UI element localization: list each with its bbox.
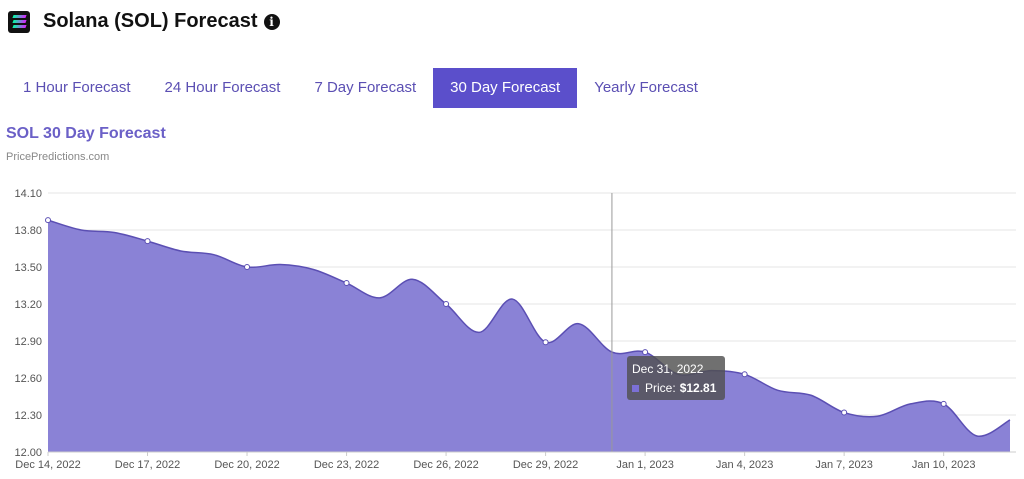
data-point [940,400,947,407]
x-tick-label: Dec 20, 2022 [214,459,279,471]
x-tick-label: Jan 1, 2023 [616,459,674,471]
forecast-tabs: 1 Hour Forecast 24 Hour Forecast 7 Day F… [6,68,715,108]
data-point [343,280,350,287]
y-tick-label: 12.90 [14,336,42,348]
tab-1-hour-forecast[interactable]: 1 Hour Forecast [23,79,131,96]
y-tick-label: 12.00 [14,447,42,459]
solana-logo-icon [8,10,30,33]
x-tick-label: Dec 14, 2022 [15,459,80,471]
y-tick-label: 14.10 [14,188,42,200]
tab-yearly-forecast[interactable]: Yearly Forecast [594,79,698,96]
page-title: Solana (SOL) Forecast [43,10,258,32]
data-point [741,371,748,378]
data-point [542,339,549,346]
tooltip-label: Price: [645,381,676,395]
y-tick-label: 12.30 [14,410,42,422]
x-tick-label: Jan 7, 2023 [815,459,873,471]
data-point [443,301,450,307]
chart-subtitle: PricePredictions.com [6,151,110,163]
x-tick-label: Dec 17, 2022 [115,459,180,471]
data-point [642,349,649,356]
data-point [45,217,51,224]
tab-7-day-forecast[interactable]: 7 Day Forecast [314,79,417,96]
tooltip-date: Dec 31, 2022 [632,362,704,376]
tooltip-value: $12.81 [679,381,717,395]
y-tick-label: 12.60 [14,373,42,385]
info-icon[interactable]: i [263,13,280,30]
x-tick-label: Jan 10, 2023 [912,459,976,471]
x-tick-label: Dec 29, 2022 [513,459,578,471]
data-point [244,264,251,270]
data-point [144,238,151,245]
chart-tooltip: Dec 31, 2022 Price: $12.81 [627,356,725,400]
series-marker-icon [632,384,639,392]
tab-24-hour-forecast[interactable]: 24 Hour Forecast [164,79,281,96]
page-header: Solana (SOL) Forecast i [8,10,280,33]
y-tick-label: 13.80 [14,225,42,237]
y-tick-label: 13.20 [14,299,42,311]
x-tick-label: Dec 26, 2022 [413,459,478,471]
data-point [841,409,848,416]
series-area-price [48,220,1010,452]
chart-title: SOL 30 Day Forecast [6,125,166,142]
x-tick-label: Jan 4, 2023 [716,459,774,471]
x-tick-label: Dec 23, 2022 [314,459,379,471]
tab-30-day-forecast[interactable]: 30 Day Forecast [433,68,578,108]
y-tick-label: 13.50 [14,262,42,274]
tooltip-row: Price: $12.81 [632,381,716,395]
